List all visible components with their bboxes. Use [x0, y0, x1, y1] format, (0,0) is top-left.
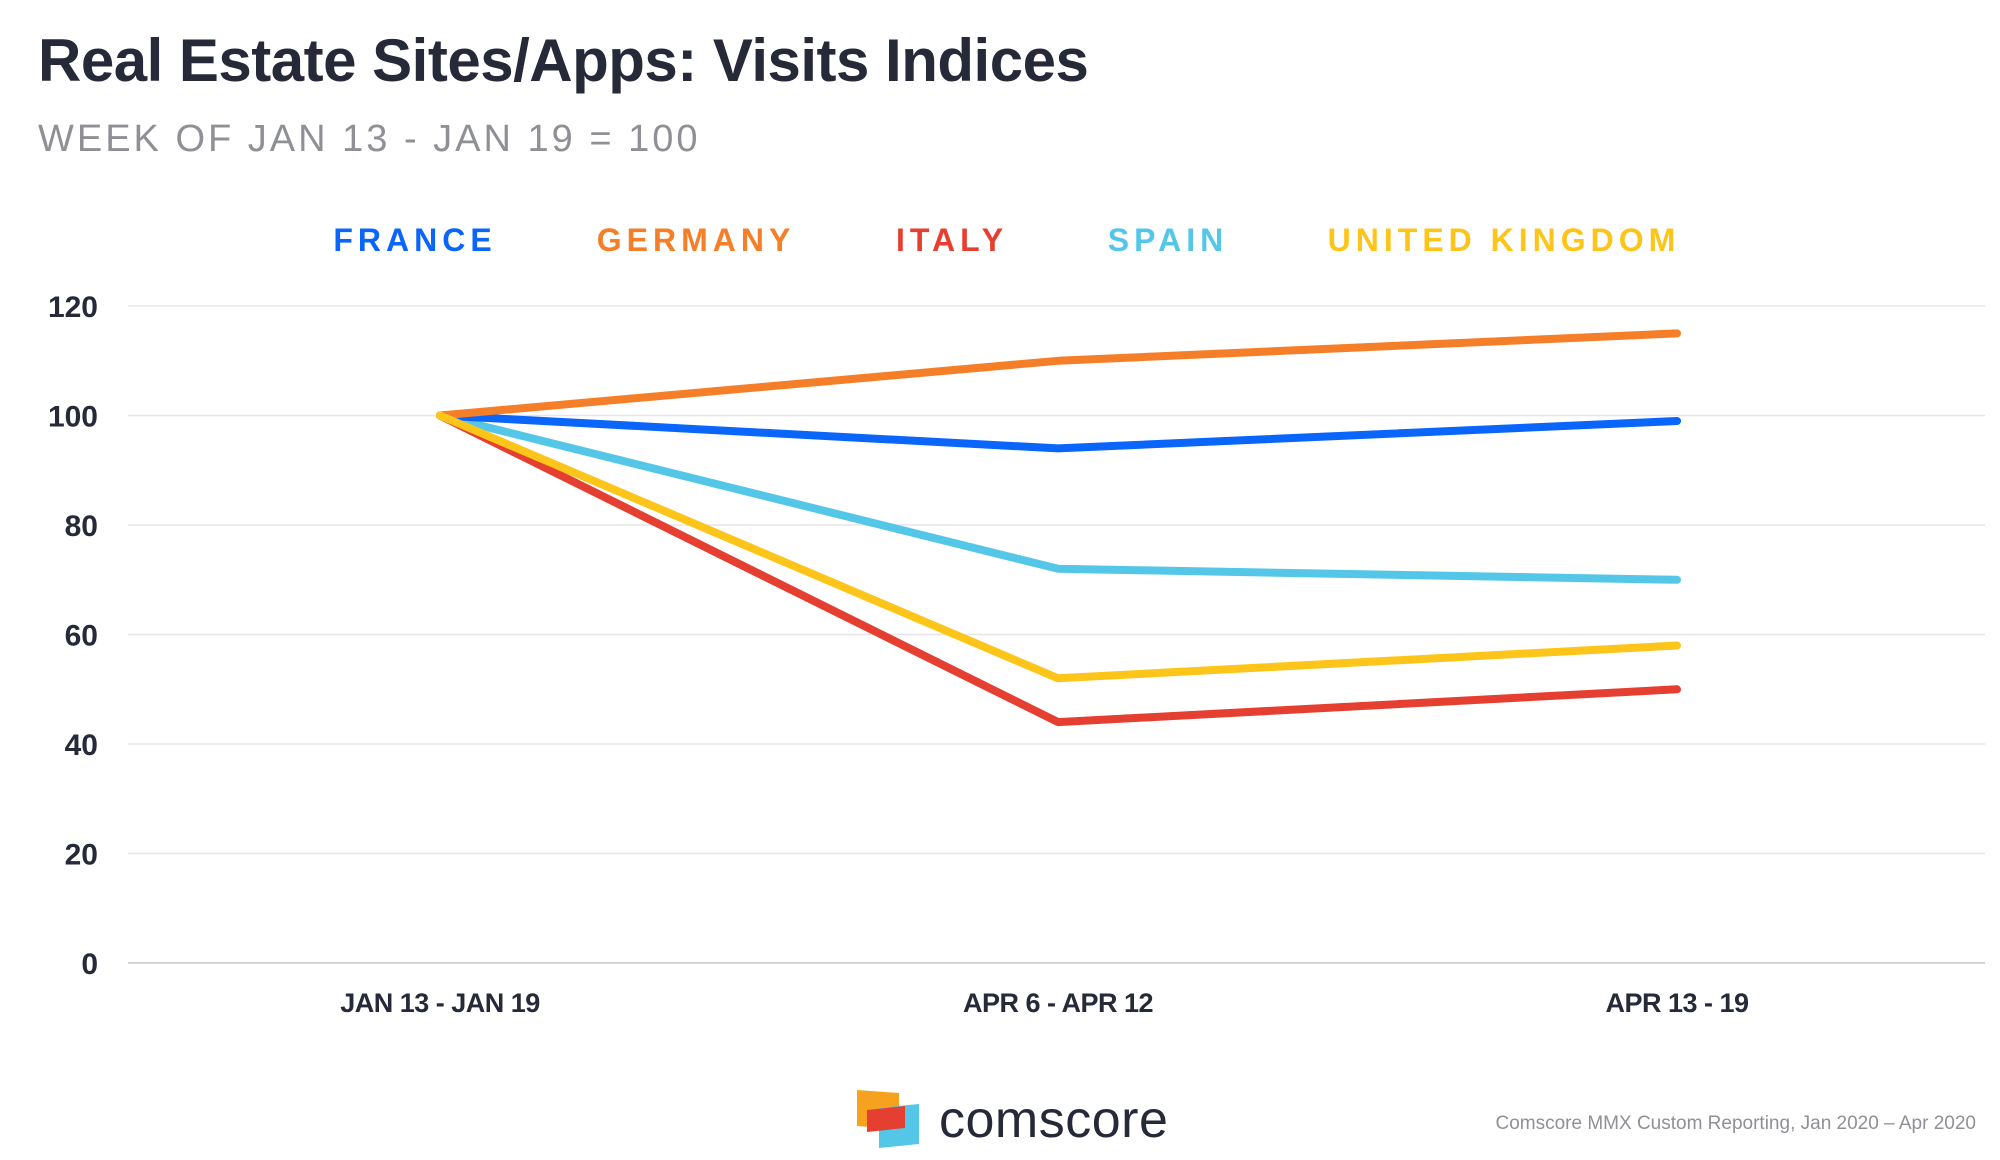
- legend-item-germany: GERMANY: [597, 222, 796, 258]
- x-tick-label: JAN 13 - JAN 19: [340, 988, 540, 1018]
- y-tick-label: 0: [81, 948, 98, 981]
- source-note: Comscore MMX Custom Reporting, Jan 2020 …: [1495, 1113, 1976, 1134]
- comscore-logo-icon: [857, 1090, 919, 1148]
- series-line-spain: [436, 411, 1681, 584]
- legend-item-italy: ITALY: [896, 222, 1008, 258]
- y-tick-label: 120: [48, 291, 98, 324]
- y-tick-label: 60: [65, 620, 98, 653]
- comscore-logo-text: comscore: [939, 1091, 1169, 1149]
- comscore-logo: comscore: [855, 1090, 1185, 1150]
- legend-item-france: FRANCE: [333, 222, 496, 258]
- series-line-united-kingdom: [436, 411, 1681, 683]
- y-tick-label: 80: [65, 510, 98, 543]
- x-tick-label: APR 6 - APR 12: [963, 988, 1153, 1018]
- y-tick-label: 40: [65, 729, 98, 762]
- series-line-italy: [436, 411, 1681, 727]
- legend-item-spain: SPAIN: [1108, 222, 1228, 258]
- legend-item-united-kingdom: UNITED KINGDOM: [1328, 222, 1681, 258]
- chart-title: Real Estate Sites/Apps: Visits Indices: [38, 27, 1089, 94]
- y-tick-label: 20: [65, 839, 98, 872]
- x-tick-label: APR 13 - 19: [1605, 988, 1749, 1018]
- series-line-france: [436, 411, 1681, 453]
- y-tick-label: 100: [48, 401, 98, 434]
- chart-subtitle: WEEK OF JAN 13 - JAN 19 = 100: [38, 118, 701, 160]
- series-line-germany: [436, 329, 1681, 420]
